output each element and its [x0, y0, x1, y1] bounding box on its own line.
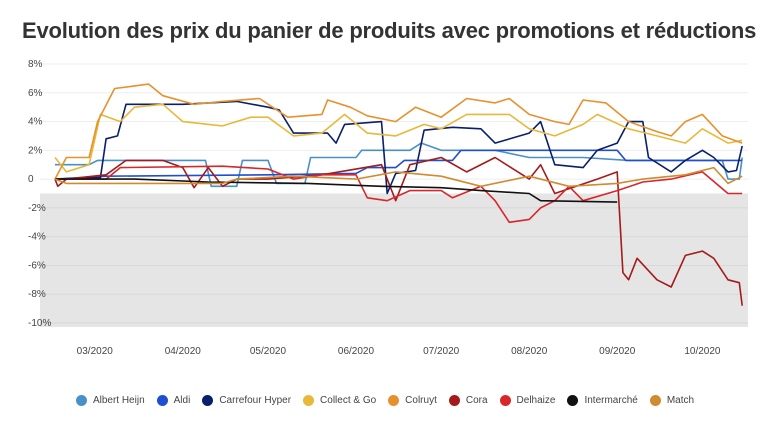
legend: Albert Heijn Aldi Carrefour Hyper Collect &… — [0, 395, 770, 406]
x-tick-label: 08/2020 — [511, 346, 548, 357]
legend-label: Carrefour Hyper — [219, 395, 292, 406]
y-tick-label: 6% — [28, 88, 43, 99]
x-tick-label: 09/2020 — [599, 346, 636, 357]
y-tick-label: 0 — [28, 174, 34, 185]
legend-item-delhaize[interactable]: Delhaize — [499, 395, 556, 406]
y-tick-label: -4% — [28, 232, 46, 243]
series-line-colruyt — [54, 83, 743, 180]
legend-item-albert-heijn[interactable]: Albert Heijn — [75, 395, 145, 406]
x-tick-label: 04/2020 — [165, 346, 202, 357]
legend-item-carrefour-hyper[interactable]: Carrefour Hyper — [202, 395, 291, 406]
legend-item-match[interactable]: Match — [649, 395, 695, 406]
legend-label: Collect & Go — [320, 395, 377, 406]
legend-marker — [649, 395, 661, 406]
legend-marker — [448, 395, 460, 406]
y-tick-label: -10% — [28, 318, 51, 329]
series-line-carrefour-hyper — [54, 100, 743, 195]
series-colruyt — [54, 83, 743, 180]
legend-label: Match — [666, 395, 695, 406]
legend-marker — [388, 395, 400, 406]
legend-marker — [156, 395, 168, 406]
legend-item-intermarch-[interactable]: Intermarché — [567, 395, 638, 406]
series-aldi — [54, 149, 743, 180]
legend-item-cora[interactable]: Cora — [448, 395, 488, 406]
x-tick-label: 10/2020 — [684, 346, 721, 357]
x-tick-label: 06/2020 — [338, 346, 375, 357]
series-line-match — [54, 166, 743, 188]
series-line-collect-go — [54, 103, 743, 173]
legend-item-aldi[interactable]: Aldi — [156, 395, 191, 406]
series-line-cora — [54, 156, 743, 306]
legend-label: Intermarché — [584, 395, 638, 406]
legend-label: Colruyt — [405, 395, 437, 406]
legend-marker — [499, 395, 511, 406]
legend-label: Albert Heijn — [92, 395, 145, 406]
series-carrefour-hyper — [54, 100, 743, 195]
series-collect-go — [54, 103, 743, 173]
shaded-band — [40, 193, 748, 327]
x-tick-label: 03/2020 — [77, 346, 114, 357]
series-intermarch- — [55, 178, 618, 203]
legend-marker — [567, 395, 579, 406]
y-tick-label: -2% — [28, 203, 46, 214]
legend-label: Aldi — [173, 395, 191, 406]
y-tick-label: 4% — [28, 117, 43, 128]
legend-label: Delhaize — [516, 395, 556, 406]
x-tick-label: 07/2020 — [423, 346, 460, 357]
legend-marker — [303, 395, 315, 406]
legend-marker — [75, 395, 87, 406]
y-tick-label: -8% — [28, 289, 46, 300]
chart-title: Evolution des prix du panier de produits… — [22, 18, 757, 43]
y-tick-label: 2% — [28, 145, 43, 156]
series-match — [54, 166, 743, 188]
series-line-intermarch- — [55, 178, 618, 203]
x-tick-label: 05/2020 — [250, 346, 287, 357]
line-chart: 8% 6% 4% 2% 0 -2% -4% -6% -8% -10% 03/2020 04/2020 0… — [28, 59, 748, 357]
legend-item-collect-go[interactable]: Collect & Go — [303, 395, 376, 406]
series-line-aldi — [54, 149, 743, 180]
series-cora — [54, 156, 743, 306]
legend-marker — [202, 395, 214, 406]
y-tick-label: 8% — [28, 59, 43, 70]
legend-label: Cora — [465, 395, 488, 406]
legend-item-colruyt[interactable]: Colruyt — [388, 395, 437, 406]
y-tick-label: -6% — [28, 260, 46, 271]
